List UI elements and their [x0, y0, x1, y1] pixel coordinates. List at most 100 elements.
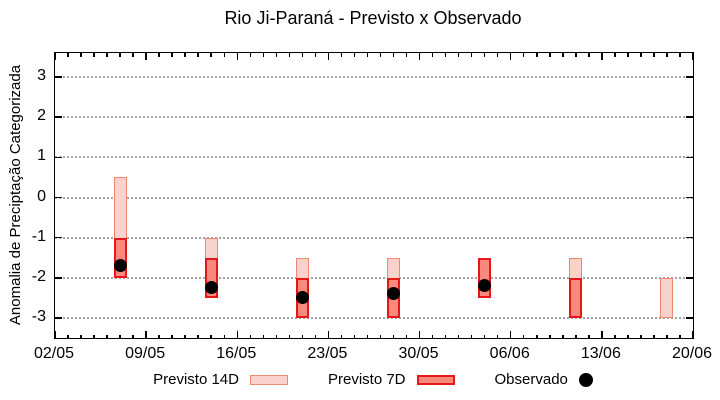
x-tick [392, 53, 395, 57]
previsto-14d-swatch-icon [249, 374, 288, 385]
x-tick [93, 334, 95, 338]
x-tick [132, 334, 134, 338]
x-tick [184, 53, 186, 57]
x-tick [158, 334, 160, 338]
x-tick [275, 53, 278, 57]
plot-area [54, 52, 694, 339]
x-tick [666, 53, 668, 57]
x-tick [223, 53, 225, 57]
legend-label-previsto-7d: Previsto 7D [327, 371, 406, 388]
y-tick [55, 317, 62, 319]
x-tick-label: 20/06 [671, 345, 713, 362]
x-tick [197, 53, 199, 57]
x-tick [210, 53, 212, 57]
x-tick [366, 334, 369, 338]
x-tick [692, 53, 694, 60]
y-tick [55, 116, 62, 118]
x-tick [483, 53, 486, 57]
x-tick [418, 53, 421, 60]
y-tick-label: -3 [31, 307, 46, 325]
y-tick [55, 196, 62, 199]
x-tick [418, 331, 421, 338]
x-tick [236, 331, 239, 338]
x-tick [275, 334, 278, 338]
x-tick-label: 30/05 [398, 345, 439, 362]
bar-previsto-14d-18/06 [660, 277, 674, 318]
x-tick [80, 334, 82, 338]
x-tick [640, 334, 642, 338]
y-tick [686, 236, 693, 239]
y-tick [686, 277, 693, 279]
x-tick [483, 334, 486, 338]
x-tick [392, 334, 395, 338]
y-tick [55, 236, 62, 239]
gridline-y-3 [55, 316, 693, 319]
gridline-y-2 [55, 276, 693, 279]
bar-previsto-7d-11/06 [569, 277, 583, 318]
y-tick [686, 156, 693, 159]
gridline-y-1 [55, 236, 693, 239]
x-tick [627, 53, 629, 57]
x-tick [522, 334, 525, 338]
x-tick [457, 53, 460, 57]
y-tick-label: 2 [37, 107, 46, 125]
x-tick [67, 334, 69, 338]
x-tick [627, 334, 629, 338]
y-tick-label: 1 [37, 147, 46, 165]
y-tick [686, 317, 693, 319]
y-tick-label: -2 [31, 267, 46, 285]
gridline-y3 [55, 76, 693, 79]
y-tick [686, 76, 693, 78]
x-tick [431, 334, 434, 338]
x-tick [132, 53, 134, 57]
x-tick [54, 53, 56, 60]
x-tick [549, 334, 551, 338]
x-tick [327, 331, 330, 338]
x-tick [327, 53, 330, 60]
x-tick [679, 334, 681, 338]
x-tick [340, 53, 343, 57]
legend-item-observado: Observado [495, 371, 593, 388]
x-tick [119, 334, 121, 338]
x-tick [236, 53, 239, 60]
x-tick [262, 53, 265, 57]
x-tick [601, 53, 603, 60]
x-tick [249, 334, 252, 338]
y-tick [55, 156, 62, 159]
x-tick [496, 334, 499, 338]
x-tick [536, 53, 538, 57]
x-tick [171, 53, 173, 57]
x-tick [184, 334, 186, 338]
x-tick [171, 334, 173, 338]
x-tick [470, 53, 473, 57]
x-tick [509, 331, 512, 338]
legend-item-previsto-7d: Previsto 7D [328, 371, 455, 388]
x-tick [509, 53, 512, 60]
x-tick [366, 53, 369, 57]
x-tick [496, 53, 499, 57]
x-tick [575, 334, 577, 338]
x-tick [405, 334, 408, 338]
x-tick [679, 53, 681, 57]
observado-dot-swatch-icon [578, 372, 593, 387]
x-tick [93, 53, 95, 57]
observed-point-28/05 [387, 287, 401, 301]
x-tick [249, 53, 252, 57]
x-tick [457, 334, 460, 338]
x-tick [640, 53, 642, 57]
x-tick [145, 53, 147, 60]
x-tick [562, 53, 564, 57]
x-tick [210, 334, 212, 338]
x-tick [353, 334, 356, 338]
x-tick [340, 334, 343, 338]
y-tick-label: 3 [37, 67, 46, 85]
y-tick [686, 196, 693, 199]
x-tick [653, 53, 655, 57]
x-tick [536, 334, 538, 338]
x-tick [444, 53, 447, 57]
x-tick [614, 53, 616, 57]
gridline-y1 [55, 156, 693, 159]
x-tick [379, 334, 382, 338]
x-tick [353, 53, 356, 57]
x-tick-label: 23/05 [307, 345, 348, 362]
